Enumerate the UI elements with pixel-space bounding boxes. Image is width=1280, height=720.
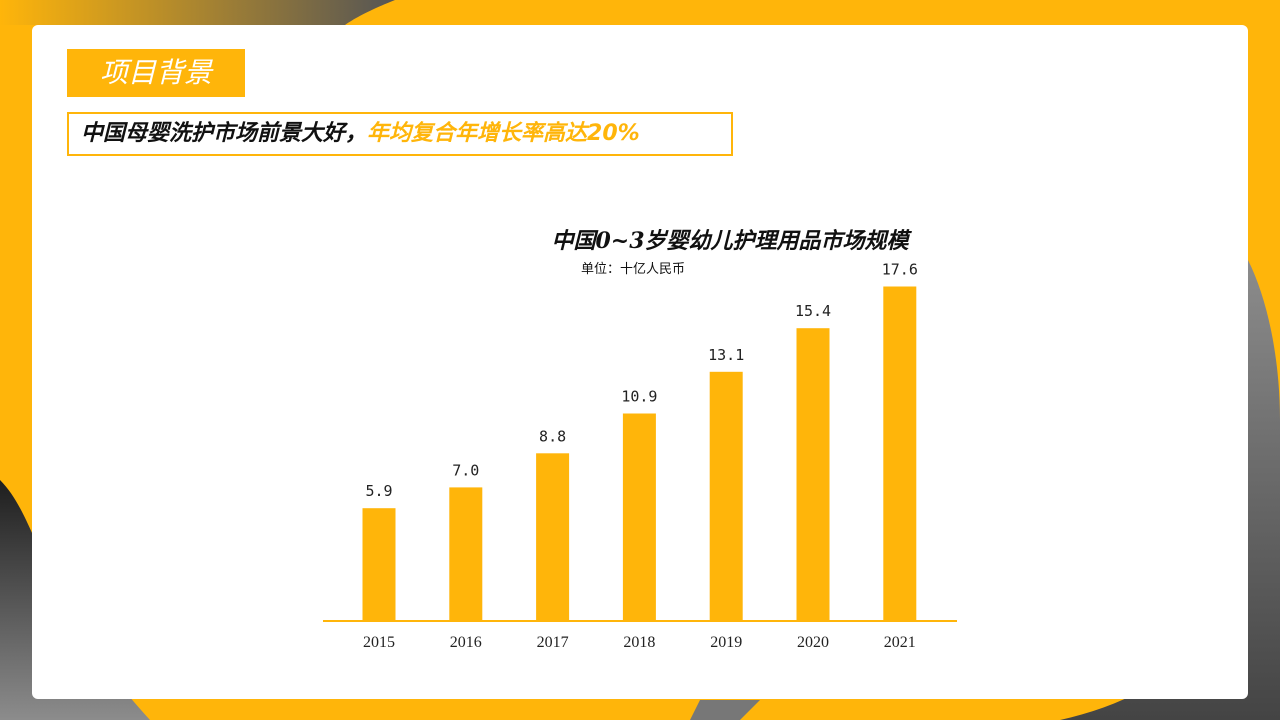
x-tick-labels: 2015 2016 2017 2018 2019 2020 2021 [363,634,916,651]
bar-2016 [449,487,483,620]
x-tick-label: 2015 [363,634,395,651]
x-tick-label: 2020 [797,634,829,651]
bar-2017 [536,453,570,620]
x-tick-label: 2017 [537,634,569,651]
bars-group [362,286,917,620]
bottom-center-deco-shape [690,700,760,720]
section-title: 项目背景 [67,49,245,97]
data-labels: 5.9 7.0 8.8 10.9 13.1 15.4 17.6 [365,261,917,501]
bar-2019 [709,371,743,620]
data-label: 7.0 [452,461,479,479]
headline-main-text: 中国母婴洗护市场前景大好， [81,121,368,146]
headline-box: 中国母婴洗护市场前景大好，年均复合年增长率高达20% [67,112,733,156]
x-tick-label: 2016 [450,634,482,651]
bar-2021 [883,286,917,620]
x-tick-label: 2019 [710,634,742,651]
data-label: 17.6 [882,261,918,279]
data-label: 8.8 [539,427,566,445]
chart-subtitle: 单位：十亿人民币 [581,262,685,277]
bar-2015 [362,508,396,620]
bar-2018 [622,413,656,620]
top-left-deco-shape [0,0,395,25]
data-label: 5.9 [365,482,392,500]
x-tick-label: 2018 [623,634,655,651]
data-label: 13.1 [708,346,744,364]
data-label: 15.4 [795,302,831,320]
x-tick-label: 2021 [884,634,916,651]
headline-accent-text: 年均复合年增长率高达20% [367,121,640,146]
bar-2020 [796,328,830,620]
right-deco-shape [1060,260,1280,720]
chart-title: 中国0~3岁婴幼儿护理用品市场规模 [551,228,912,254]
data-label: 10.9 [621,388,657,406]
